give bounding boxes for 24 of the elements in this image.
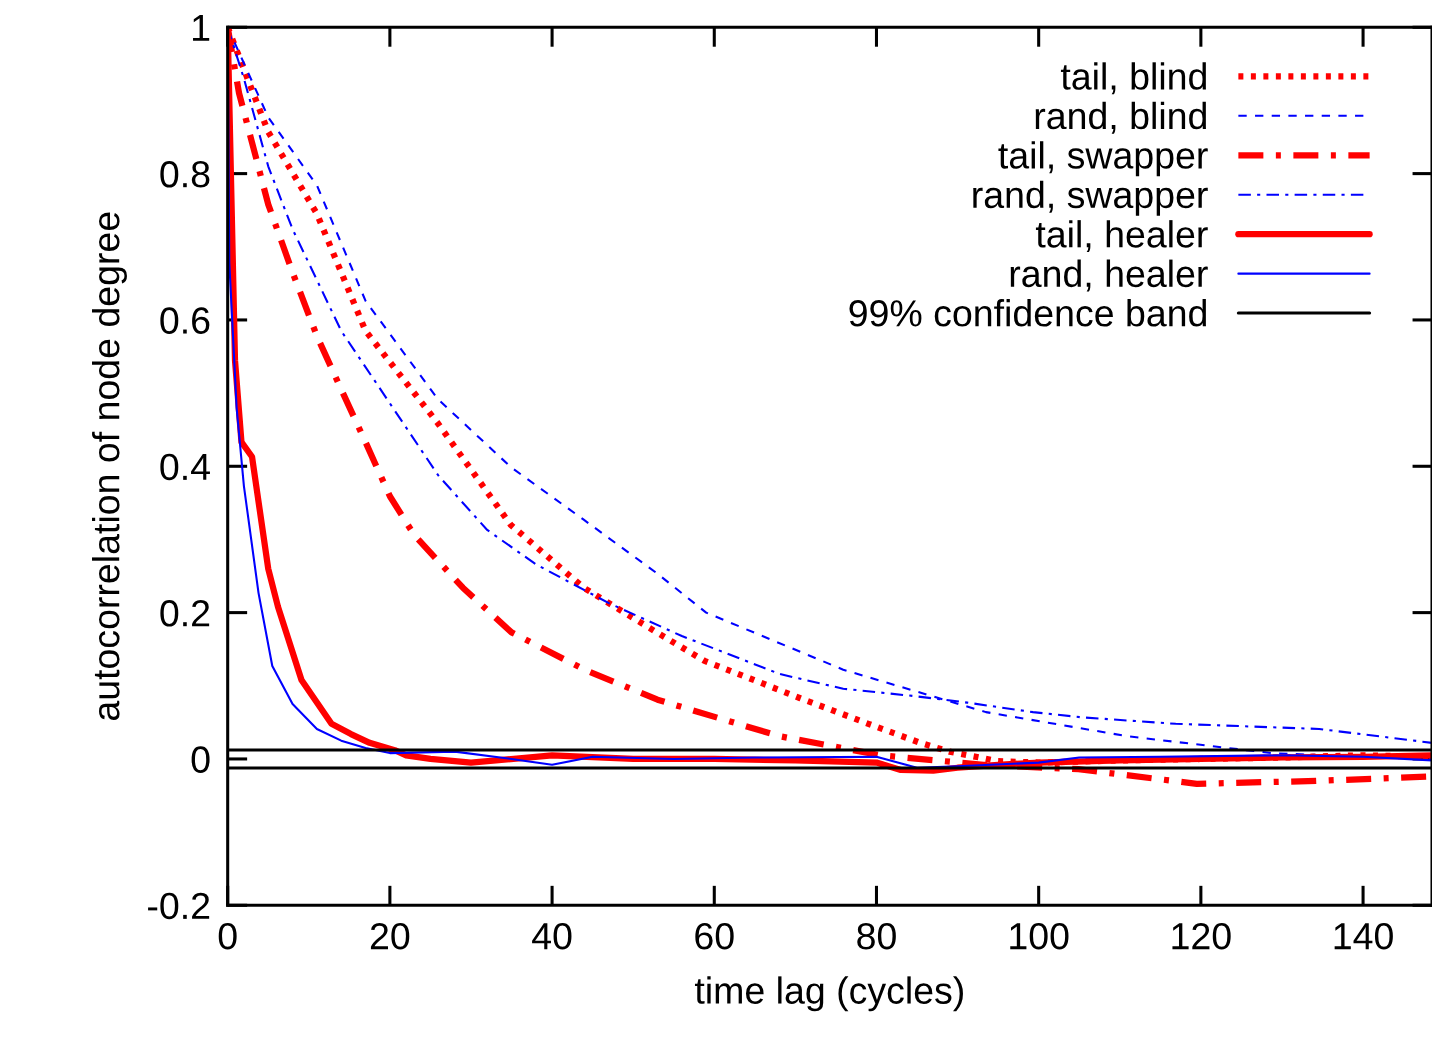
x-tick-label: 60: [695, 922, 734, 950]
legend-label: rand, blind: [1035, 101, 1206, 134]
legend-label: tail, blind: [1060, 62, 1206, 95]
y-tick-label: 0.2: [160, 600, 210, 627]
x-tick-label: 40: [532, 922, 572, 950]
x-axis-title: time lag (cycles): [694, 976, 963, 1012]
legend-label: 99% confidence band: [849, 299, 1206, 327]
x-tick-label: 100: [1010, 922, 1069, 950]
y-tick-label: 0.4: [160, 453, 210, 481]
y-tick-label: 0: [191, 746, 210, 773]
y-tick-label: 1: [193, 15, 210, 41]
legend-label: rand, healer: [1010, 259, 1208, 292]
legend-label: rand, swapper: [973, 180, 1208, 216]
y-tick-label: -0.2: [148, 892, 210, 920]
x-tick-label: 80: [857, 922, 896, 950]
x-tick-label: 140: [1334, 922, 1393, 950]
y-axis-title: autocorrelation of node degree: [92, 212, 127, 721]
legend-label: tail, healer: [1035, 220, 1208, 253]
legend-label: tail, swapper: [998, 141, 1208, 177]
x-tick-label: 20: [370, 922, 410, 950]
x-tick-label: 120: [1172, 922, 1231, 950]
x-tick-label: 0: [218, 922, 237, 950]
y-tick-label: 0.6: [160, 307, 210, 334]
y-tick-label: 0.8: [160, 161, 210, 188]
